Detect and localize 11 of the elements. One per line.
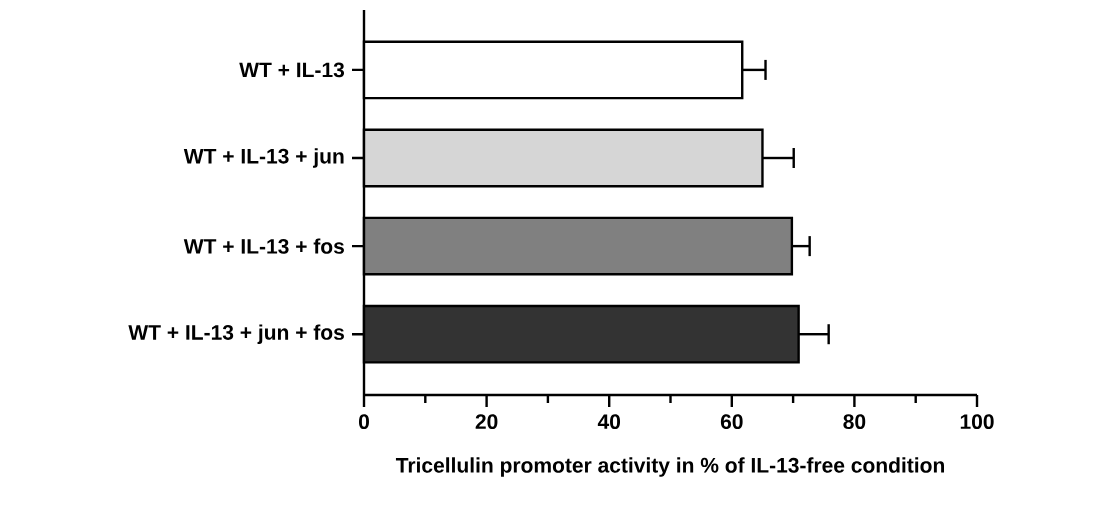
y-tick-label: WT + IL-13 [239,62,345,78]
y-tick-label: WT + IL-13 + jun + fos [128,324,344,344]
x-tick-label: 80 [843,414,866,430]
y-tick-label: WT + IL-13 + fos [183,238,344,254]
x-tick-label: 40 [597,414,621,430]
x-tick-label: 0 [358,414,369,430]
x-axis-title: Tricellulin promoter activity in % of IL-13-free condition [395,457,944,477]
x-tick-label: 100 [960,414,994,430]
x-tick-label: 60 [720,414,743,430]
y-tick-label: WT + IL-13 + jun [183,148,344,168]
x-tick-label: 20 [475,414,498,430]
